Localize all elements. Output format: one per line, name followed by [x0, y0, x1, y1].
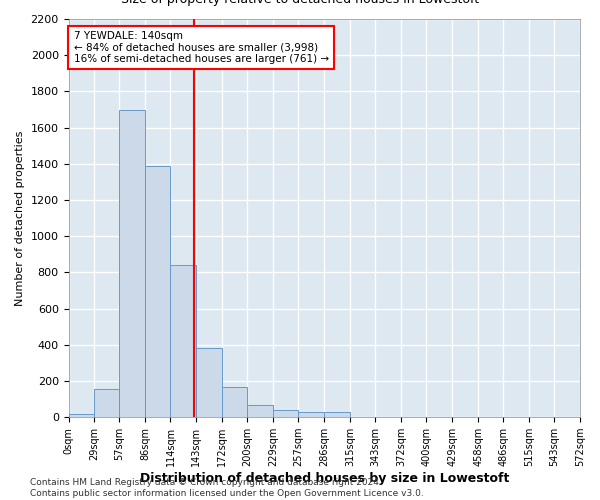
Text: 7 YEWDALE: 140sqm
← 84% of detached houses are smaller (3,998)
16% of semi-detac: 7 YEWDALE: 140sqm ← 84% of detached hous… — [74, 31, 329, 64]
Bar — [247, 406, 273, 417]
Bar — [324, 412, 350, 417]
Bar — [119, 110, 145, 417]
Y-axis label: Number of detached properties: Number of detached properties — [15, 130, 25, 306]
Text: Contains HM Land Registry data © Crown copyright and database right 2024.
Contai: Contains HM Land Registry data © Crown c… — [30, 478, 424, 498]
Bar — [170, 265, 196, 417]
Bar — [223, 388, 247, 417]
Bar — [145, 166, 170, 417]
Bar — [68, 414, 94, 417]
Bar — [298, 412, 324, 417]
Text: Size of property relative to detached houses in Lowestoft: Size of property relative to detached ho… — [121, 0, 479, 6]
X-axis label: Distribution of detached houses by size in Lowestoft: Distribution of detached houses by size … — [140, 472, 509, 485]
Bar — [196, 348, 223, 417]
Bar — [273, 410, 298, 417]
Bar — [94, 389, 119, 417]
